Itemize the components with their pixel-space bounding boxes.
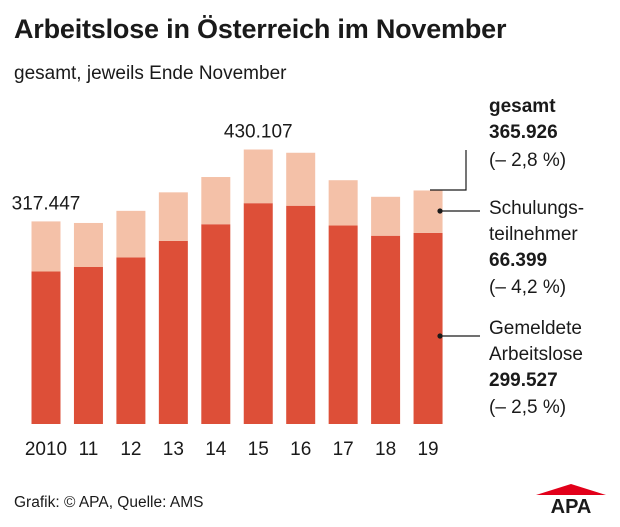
bar-arbeitslose-14 (201, 224, 231, 424)
legend-arbeitslose-change: (– 2,5 %) (489, 397, 566, 418)
bar-schulung-11 (73, 222, 103, 268)
apa-logo-roof (536, 484, 606, 495)
x-tick-label-13: 13 (163, 439, 184, 460)
legend: gesamt 365.926 (– 2,8 %) Schulungs- teil… (430, 96, 584, 418)
legend-arbeitslose-value: 299.527 (489, 370, 558, 391)
legend-arbeitslose-label-line1: Gemeldete (489, 318, 582, 339)
x-axis-tick-labels: 2010 11 12 13 14 15 16 17 18 19 (25, 439, 439, 460)
bar-arbeitslose-12 (116, 257, 146, 424)
bar-schulung-14 (201, 177, 231, 225)
apa-logo-text: APA (551, 496, 592, 514)
legend-schulung-marker (437, 208, 443, 214)
bar-arbeitslose-2010 (31, 271, 61, 424)
bar-arbeitslose-19 (413, 232, 443, 424)
x-tick-label-16: 16 (290, 439, 311, 460)
legend-total-change: (– 2,8 %) (489, 150, 566, 171)
bar-arbeitslose-18 (371, 235, 401, 424)
legend-arbeitslose-label-line2: Arbeitslose (489, 344, 583, 365)
value-label-2010: 317.447 (12, 193, 81, 214)
x-tick-label-2010: 2010 (25, 439, 67, 460)
bar-group (31, 149, 443, 424)
value-labels: 317.447 430.107 (12, 122, 293, 215)
legend-schulung-label-line2: teilnehmer (489, 224, 578, 245)
bar-schulung-18 (371, 196, 401, 236)
x-tick-label-18: 18 (375, 439, 396, 460)
bar-arbeitslose-13 (158, 240, 188, 424)
legend-total-leader-line (430, 150, 467, 191)
legend-total-label: gesamt (489, 96, 556, 117)
bar-schulung-12 (116, 210, 146, 258)
x-tick-label-19: 19 (417, 439, 438, 460)
x-tick-label-12: 12 (120, 439, 141, 460)
x-tick-label-11: 11 (79, 439, 99, 460)
source-credit: Grafik: © APA, Quelle: AMS (14, 494, 204, 511)
chart-subtitle: gesamt, jeweils Ende November (14, 63, 287, 84)
bar-arbeitslose-15 (243, 203, 273, 424)
bar-arbeitslose-11 (73, 267, 103, 424)
bar-schulung-17 (328, 180, 358, 226)
legend-total-value: 365.926 (489, 122, 558, 143)
legend-arbeitslose-marker (437, 333, 443, 339)
bar-schulung-2010 (31, 221, 61, 272)
apa-logo: APA (536, 484, 606, 514)
bar-arbeitslose-17 (328, 225, 358, 424)
x-tick-label-14: 14 (205, 439, 227, 460)
bar-schulung-13 (158, 192, 188, 241)
legend-schulung-value: 66.399 (489, 250, 547, 271)
bar-arbeitslose-16 (286, 205, 316, 424)
chart-title: Arbeitslose in Österreich im November (14, 14, 507, 44)
legend-schulung-label-line1: Schulungs- (489, 198, 584, 219)
bar-schulung-16 (286, 152, 316, 206)
x-tick-label-15: 15 (248, 439, 269, 460)
x-tick-label-17: 17 (333, 439, 354, 460)
bar-schulung-15 (243, 149, 273, 204)
value-label-15: 430.107 (224, 122, 293, 143)
legend-schulung-change: (– 4,2 %) (489, 277, 566, 298)
